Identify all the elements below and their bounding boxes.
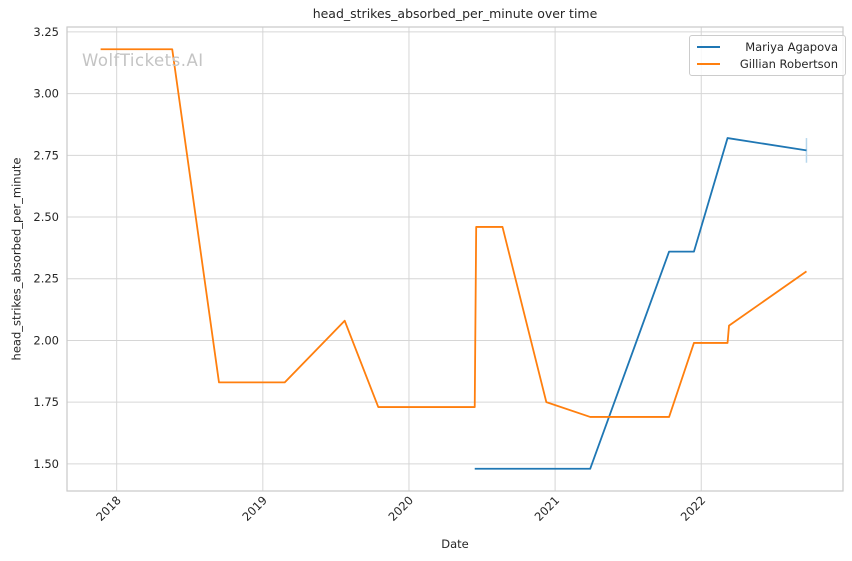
x-tick-label: 2022 xyxy=(678,493,709,524)
legend-item-mariya-agapova: Mariya Agapova xyxy=(697,39,838,55)
series-line-0 xyxy=(474,137,807,470)
x-tick-label: 2019 xyxy=(239,493,270,524)
y-tick-label: 3.00 xyxy=(33,87,59,101)
y-tick-label: 3.25 xyxy=(33,25,59,39)
x-tick-label: 2020 xyxy=(385,493,416,524)
y-tick-label: 1.50 xyxy=(33,457,59,471)
legend: Mariya Agapova Gillian Robertson xyxy=(689,35,846,76)
line-swatch-icon xyxy=(697,62,720,65)
x-axis-label: Date xyxy=(441,537,469,551)
legend-label: Mariya Agapova xyxy=(745,40,838,55)
y-tick-label: 1.75 xyxy=(33,395,59,409)
x-tick-label: 2018 xyxy=(93,493,124,524)
y-tick-label: 2.25 xyxy=(33,272,59,286)
series-line-1 xyxy=(100,48,807,418)
y-axis-label: head_strikes_absorbed_per_minute xyxy=(9,157,24,361)
legend-label: Gillian Robertson xyxy=(739,56,838,71)
legend-item-gillian-robertson: Gillian Robertson xyxy=(697,56,838,72)
y-tick-label: 2.75 xyxy=(33,148,59,162)
plot-frame xyxy=(66,26,844,492)
watermark: WolfTickets.AI xyxy=(82,51,204,70)
chart-title: head_strikes_absorbed_per_minute over ti… xyxy=(312,6,598,21)
y-tick-label: 2.00 xyxy=(33,333,59,347)
x-tick-label: 2021 xyxy=(532,493,563,524)
line-swatch-icon xyxy=(697,46,720,49)
y-tick-label: 2.50 xyxy=(33,210,59,224)
